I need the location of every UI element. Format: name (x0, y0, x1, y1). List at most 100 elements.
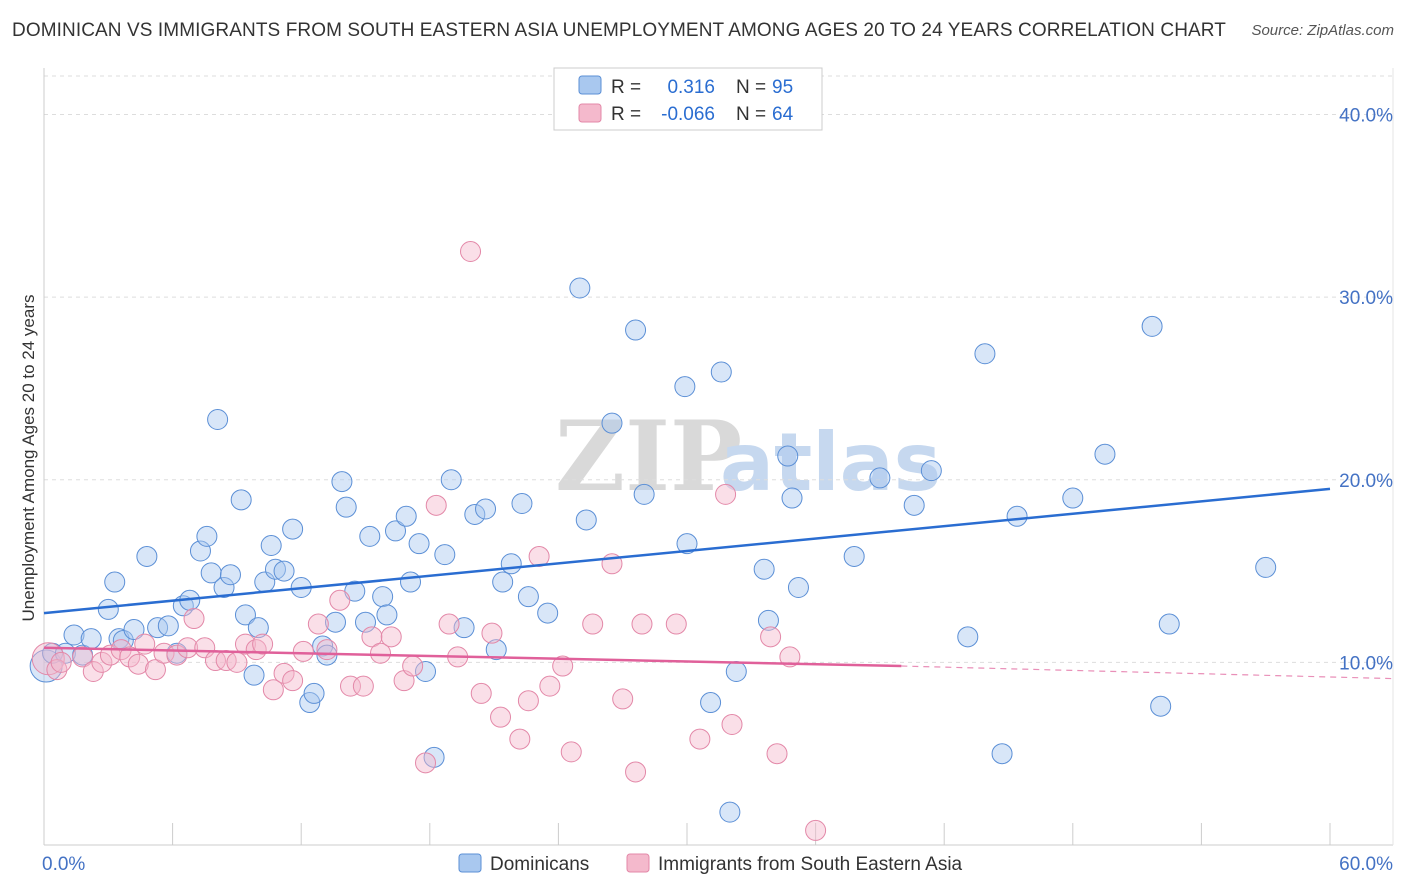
immigrants-point-36 (402, 655, 424, 677)
y-tick-labels: 10.0% 20.0% 30.0% 40.0% (1339, 106, 1393, 675)
dominicans-point-61 (537, 602, 559, 624)
dominicans-point-72 (725, 661, 747, 683)
immigrants-point-33 (370, 642, 392, 664)
dominicans-point-79 (869, 467, 891, 489)
immigrants-point-11 (144, 659, 166, 681)
immigrants-point-15 (183, 608, 205, 630)
dominicans-point-29 (264, 558, 286, 580)
dominicans-point-65 (625, 319, 647, 341)
immigrants-point-23 (262, 679, 284, 701)
dominicans-point-20 (207, 408, 229, 430)
immigrants-point-25 (282, 670, 304, 692)
dominicans-point-59 (511, 493, 533, 515)
dominicans-point-56 (485, 639, 507, 661)
dominicans-point-60 (517, 586, 539, 608)
immigrants-point-63 (805, 819, 827, 841)
immigrants-point-30 (339, 675, 361, 697)
legend-r-value-2: -0.066 (661, 104, 715, 125)
y-axis-label: Unemployment Among Ages 20 to 24 years (19, 295, 38, 622)
dominicans-point-47 (400, 571, 422, 593)
dominicans-point-38 (331, 471, 353, 493)
dominicans-point-70 (710, 361, 732, 383)
dominicans-point-62 (569, 277, 591, 299)
dominicans-point-69 (700, 692, 722, 714)
dominicans-point-91 (1255, 556, 1277, 578)
y-tick-label-30: 30.0% (1339, 288, 1393, 309)
legend-r-value-1: 0.316 (667, 77, 715, 98)
immigrants-point-46 (517, 690, 539, 712)
immigrants-point-57 (689, 728, 711, 750)
y-tick-label-40: 40.0% (1339, 106, 1393, 127)
immigrants-point-34 (380, 626, 402, 648)
dominicans-point-57 (492, 571, 514, 593)
legend-r-label-1: R = (611, 77, 641, 98)
dominicans-point-75 (777, 445, 799, 467)
immigrants-point-32 (361, 626, 383, 648)
dominicans-point-73 (753, 558, 775, 580)
dominicans-point-67 (674, 376, 696, 398)
dominicans-point-80 (903, 494, 925, 516)
dominicans-point-25 (243, 664, 265, 686)
data-points (29, 240, 1277, 841)
immigrants-point-24 (273, 662, 295, 684)
immigrants-point-4 (82, 661, 104, 683)
dominicans-point-78 (843, 545, 865, 567)
dominicans-point-71 (719, 801, 741, 823)
immigrants-point-49 (552, 655, 574, 677)
dominicans-point-13 (157, 615, 179, 637)
immigrants-point-9 (127, 653, 149, 675)
dominicans-point-64 (601, 412, 623, 434)
legend-n-label-1: N = (736, 77, 766, 98)
immigrants-point-21 (245, 639, 267, 661)
dominicans-point-31 (282, 518, 304, 540)
immigrants-point-3 (72, 646, 94, 668)
y-tick-label-10: 10.0% (1339, 653, 1393, 674)
legend-n-value-2: 64 (772, 104, 794, 125)
watermark-zip: ZIP (555, 400, 742, 513)
immigrants-point-29 (329, 589, 351, 611)
dominicans-point-34 (303, 682, 325, 704)
dominicans-point-42 (359, 525, 381, 547)
axes (43, 68, 1394, 846)
series-legend-swatch-immigrants (626, 853, 650, 873)
dominicans-point-51 (434, 544, 456, 566)
dominicans-point-30 (273, 560, 295, 582)
immigrants-point-60 (760, 626, 782, 648)
dominicans-point-82 (957, 626, 979, 648)
immigrants-point-28 (316, 639, 338, 661)
immigrants-point-41 (460, 240, 482, 262)
dominicans-trend-line (43, 487, 1331, 615)
immigrants-point-62 (779, 646, 801, 668)
dominicans-point-74 (757, 609, 779, 631)
legend-n-value-1: 95 (772, 77, 793, 98)
immigrants-point-59 (721, 713, 743, 735)
legend-r-label-2: R = (611, 104, 641, 125)
immigrants-point-54 (625, 761, 647, 783)
dominicans-point-10 (123, 619, 145, 641)
dominicans-point-7 (104, 571, 126, 593)
immigrants-point-44 (490, 706, 512, 728)
immigrants-point-48 (539, 675, 561, 697)
dominicans-point-28 (260, 535, 282, 557)
dominicans-point-43 (372, 586, 394, 608)
dominicans-point-12 (147, 617, 169, 639)
dominicans-point-21 (213, 577, 235, 599)
immigrants-point-55 (631, 613, 653, 635)
immigrants-point-61 (766, 743, 788, 765)
legend-swatch-pink (578, 103, 602, 123)
dominicans-point-55 (475, 498, 497, 520)
series-legend: Dominicans Immigrants from South Eastern… (458, 853, 963, 875)
series-legend-swatch-dominicans (458, 853, 482, 873)
dominicans-point-26 (247, 617, 269, 639)
immigrants-point-31 (352, 675, 374, 697)
dominicans-point-48 (408, 533, 430, 555)
dominicans-point-39 (335, 496, 357, 518)
dominicans-point-85 (1006, 505, 1028, 527)
dominicans-point-6 (97, 598, 119, 620)
immigrants-point-19 (226, 651, 248, 673)
series-legend-immigrants: Immigrants from South Eastern Asia (658, 854, 963, 875)
immigrants-point-14 (177, 637, 199, 659)
dominicans-point-76 (781, 487, 803, 509)
chart-title: DOMINICAN VS IMMIGRANTS FROM SOUTH EASTE… (12, 20, 1226, 41)
